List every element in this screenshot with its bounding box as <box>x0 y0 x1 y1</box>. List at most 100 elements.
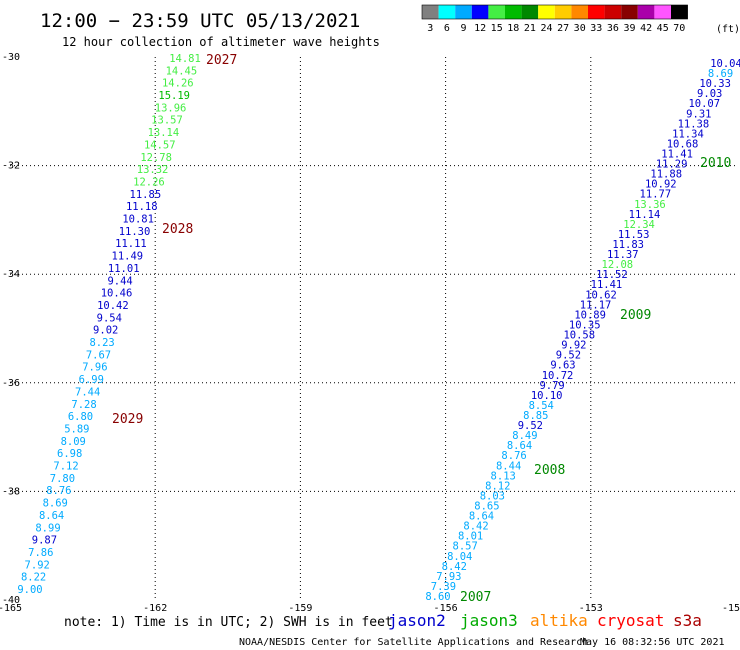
wave-height-value: 13.96 <box>155 102 187 114</box>
wave-height-value: 11.11 <box>115 238 147 250</box>
color-scale-label: 27 <box>557 23 569 34</box>
wave-height-value: 11.18 <box>126 201 158 213</box>
wave-height-value: 11.53 <box>618 229 650 241</box>
wave-height-value: 14.26 <box>162 78 194 90</box>
wave-height-value: 11.77 <box>640 189 672 201</box>
wave-height-value: 10.81 <box>122 214 154 226</box>
satellite-legend-item: altika <box>530 611 588 630</box>
wave-height-value: 9.31 <box>686 108 711 120</box>
wave-height-value: 12.26 <box>133 176 165 188</box>
wave-height-value: 9.02 <box>93 325 118 337</box>
footer-credit: NOAA/NESDIS Center for Satellite Applica… <box>239 637 588 648</box>
color-scale-label: 42 <box>640 23 652 34</box>
wave-height-value: 7.39 <box>431 581 456 593</box>
time-labels: 2027 2028 2029 2010 2009 2008 2007 <box>112 53 731 605</box>
satellite-legend: jason2 jason3 altika cryosat s3a <box>388 611 702 630</box>
wave-height-value: 8.04 <box>447 551 472 563</box>
color-swatch <box>488 5 505 19</box>
wave-height-value: 11.52 <box>596 269 628 281</box>
color-scale-label: 15 <box>491 23 503 34</box>
right-track-values: 10.048.6910.339.0310.079.3111.3811.3410.… <box>425 58 740 603</box>
color-swatch <box>637 5 655 19</box>
wave-height-value: 11.38 <box>678 118 710 130</box>
color-swatch <box>505 5 522 19</box>
wave-height-value: 9.52 <box>518 420 543 432</box>
wave-height-value: 9.92 <box>561 340 586 352</box>
longitude-tick-label: -156 <box>434 603 458 614</box>
latitude-tick-label: -30 <box>2 52 20 63</box>
color-swatch <box>604 5 622 19</box>
wave-height-value: 10.33 <box>699 78 731 90</box>
time-label: 2028 <box>162 222 193 237</box>
wave-height-value: 10.10 <box>531 390 563 402</box>
color-scale-label: 12 <box>474 23 486 34</box>
wave-height-value: 10.04 <box>710 58 740 70</box>
color-scale-label: 18 <box>507 23 519 34</box>
wave-height-value: 6.98 <box>57 448 82 460</box>
wave-height-value: 9.63 <box>550 360 575 372</box>
satellite-legend-item: jason3 <box>460 611 518 630</box>
wave-height-value: 10.62 <box>585 289 617 301</box>
color-swatch <box>471 5 489 19</box>
time-label: 2010 <box>700 156 731 171</box>
wave-height-value: 8.69 <box>43 498 68 510</box>
color-swatch <box>538 5 555 19</box>
wave-height-value: 7.96 <box>82 362 107 374</box>
latitude-tick-label: -38 <box>2 486 20 497</box>
wave-height-value: 11.29 <box>656 159 688 171</box>
map-grid <box>10 57 736 600</box>
wave-height-value: 13.36 <box>634 199 666 211</box>
wave-height-value: 10.46 <box>101 288 133 300</box>
wave-height-value: 11.83 <box>612 239 644 251</box>
wave-height-value: 7.93 <box>436 571 461 583</box>
color-scale-label: 70 <box>673 23 685 34</box>
wave-height-value: 8.65 <box>474 500 499 512</box>
color-scale-label: 39 <box>623 23 635 34</box>
latitude-tick-label: -40 <box>2 595 20 606</box>
wave-height-value: 9.44 <box>107 275 132 287</box>
wave-height-value: 9.03 <box>697 88 722 100</box>
wave-height-value: 10.42 <box>97 300 129 312</box>
color-swatch <box>438 5 456 19</box>
wave-height-value: 13.32 <box>137 164 169 176</box>
wave-height-value: 8.23 <box>89 337 114 349</box>
longitude-tick-label: -153 <box>579 603 603 614</box>
wave-height-value: 8.64 <box>507 440 532 452</box>
wave-height-value: 11.34 <box>672 128 704 140</box>
color-swatch <box>521 5 539 19</box>
color-scale-label: 33 <box>590 23 602 34</box>
wave-height-value: 10.89 <box>574 309 606 321</box>
color-scale-label: 24 <box>540 23 552 34</box>
wave-height-value: 6.99 <box>79 374 104 386</box>
wave-height-value: 10.07 <box>688 98 720 110</box>
wave-height-value: 13.14 <box>148 127 180 139</box>
color-scale-unit: (ft) <box>716 24 740 35</box>
wave-height-value: 8.44 <box>496 460 521 472</box>
wave-height-value: 12.34 <box>623 219 655 231</box>
longitude-tick-label: -162 <box>143 603 167 614</box>
wave-height-value: 7.44 <box>75 386 100 398</box>
wave-height-value: 9.87 <box>32 535 57 547</box>
wave-height-value: 5.89 <box>64 423 89 435</box>
wave-height-value: 12.78 <box>140 152 172 164</box>
wave-height-value: 8.12 <box>485 480 510 492</box>
latitude-tick-label: -32 <box>2 161 20 172</box>
time-label: 2008 <box>534 463 565 478</box>
time-label: 2029 <box>112 412 143 427</box>
wave-height-value: 8.09 <box>61 436 86 448</box>
color-scale-label: 21 <box>524 23 536 34</box>
wave-height-value: 15.19 <box>158 90 190 102</box>
wave-height-value: 12.08 <box>602 259 634 271</box>
wave-height-value: 8.85 <box>523 410 548 422</box>
left-track-values: 14.8114.4514.2615.1913.9613.5713.1414.57… <box>17 53 200 596</box>
wave-height-value: 7.67 <box>86 349 111 361</box>
time-label: 2009 <box>620 308 651 323</box>
wave-height-value: 7.92 <box>25 559 50 571</box>
map-title: 12:00 − 23:59 UTC 05/13/2021 <box>40 10 360 32</box>
color-swatch <box>621 5 638 19</box>
wave-height-value: 10.92 <box>645 179 677 191</box>
wave-height-value: 11.49 <box>112 251 144 263</box>
color-swatch <box>671 5 688 19</box>
wave-height-value: 6.80 <box>68 411 93 423</box>
